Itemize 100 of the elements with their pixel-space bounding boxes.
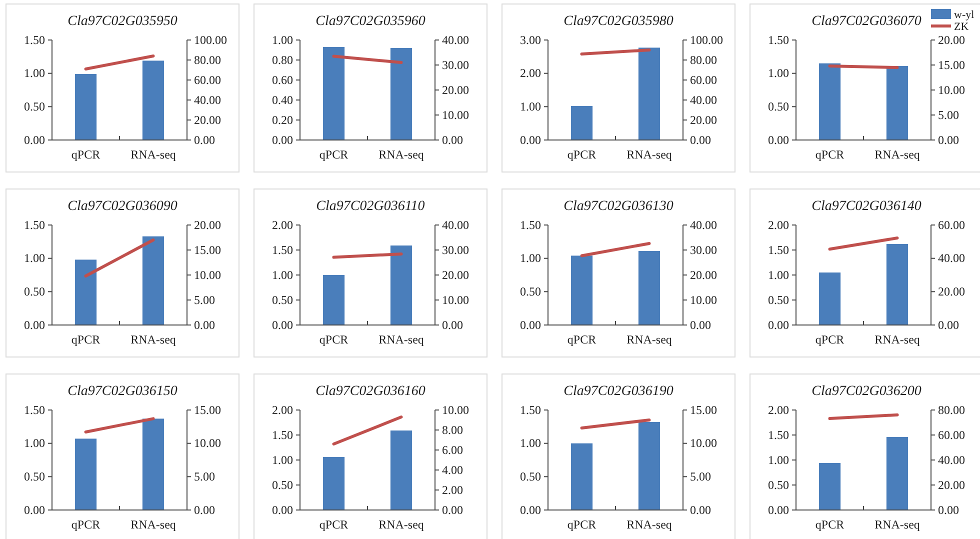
y-tick-label: 2.00 [272,402,293,417]
y2-tick-label: 15.00 [194,242,221,257]
y-tick-label: 0.60 [272,72,293,87]
y-tick-label: 2.00 [520,66,541,80]
y2-tick-label: 20.00 [194,112,221,127]
x-tick-label: qPCR [567,518,596,532]
y2-tick-label: 80.00 [194,52,221,67]
x-tick-label: qPCR [815,332,844,347]
x-tick-label: RNA-seq [874,148,920,162]
chart-title: Cla97C02G036130 [564,199,674,214]
x-tick-label: RNA-seq [130,518,176,532]
chart-title: Cla97C02G036200 [812,384,922,399]
y-tick-label: 1.00 [272,32,293,47]
y2-tick-label: 40.00 [442,32,469,47]
y2-tick-label: 5.00 [194,470,215,484]
x-tick-label: qPCR [815,518,844,532]
y2-tick-label: 0.00 [690,132,711,147]
chart-title: Cla97C02G036190 [564,384,674,399]
y2-tick-label: 0.00 [938,502,959,517]
y-tick-label: 1.50 [24,32,45,47]
x-tick-label: qPCR [567,332,596,347]
y2-tick-label: 8.00 [442,422,463,437]
y-tick-label: 0.00 [272,132,293,147]
y-tick-label: 0.00 [24,502,45,517]
y2-tick-label: 60.00 [938,218,965,232]
y2-tick-label: 0.00 [442,502,463,517]
y2-tick-label: 60.00 [938,428,965,442]
y2-tick-label: 10.00 [938,82,965,97]
y2-tick-label: 30.00 [690,242,717,257]
chart-title: Cla97C02G036110 [316,199,425,214]
y-tick-label: 0.00 [768,132,789,147]
y2-tick-label: 100.00 [690,32,723,47]
y2-tick-label: 100.00 [194,32,227,47]
y2-tick-label: 80.00 [690,52,717,67]
y-tick-label: 0.40 [272,92,293,107]
y-tick-label: 1.50 [768,428,789,442]
y2-tick-label: 0.00 [690,502,711,517]
y2-tick-label: 20.00 [690,112,717,127]
y-tick-label: 1.00 [520,436,541,450]
x-tick-label: qPCR [71,518,100,532]
y2-tick-label: 0.00 [938,132,959,147]
y2-tick-label: 6.00 [442,442,463,457]
y2-tick-label: 40.00 [442,218,469,232]
x-tick-label: RNA-seq [378,148,424,162]
y-tick-label: 1.00 [520,251,541,266]
y2-tick-label: 0.00 [194,318,215,332]
y-tick-label: 1.00 [768,452,789,467]
y-tick-label: 0.20 [272,112,293,127]
y2-tick-label: 40.00 [690,218,717,232]
y-tick-label: 1.00 [24,66,45,80]
y2-tick-label: 10.00 [194,436,221,450]
chart-title: Cla97C02G036150 [68,384,178,399]
x-tick-label: RNA-seq [626,148,672,162]
y2-tick-label: 40.00 [938,452,965,467]
y2-tick-label: 10.00 [442,108,469,122]
y-tick-label: 0.50 [24,470,45,484]
y2-tick-label: 5.00 [690,470,711,484]
y2-tick-label: 15.00 [690,402,717,417]
y-tick-label: 1.00 [768,268,789,282]
chart-title: Cla97C02G036070 [812,14,922,29]
y-tick-label: 0.50 [24,100,45,114]
y2-tick-label: 10.00 [690,436,717,450]
y2-tick-label: 5.00 [194,292,215,307]
y-tick-label: 1.50 [520,402,541,417]
y-tick-label: 2.00 [272,218,293,232]
y-tick-label: 1.00 [24,251,45,266]
y2-tick-label: 20.00 [938,478,965,492]
y2-tick-label: 20.00 [938,32,965,47]
x-tick-label: qPCR [567,148,596,162]
y2-tick-label: 10.00 [442,292,469,307]
x-tick-label: qPCR [71,332,100,347]
y-tick-label: 1.50 [768,242,789,257]
x-tick-label: RNA-seq [130,148,176,162]
y-tick-label: 0.50 [768,100,789,114]
y2-tick-label: 40.00 [938,251,965,266]
y2-tick-label: 5.00 [938,108,959,122]
y2-tick-label: 10.00 [690,292,717,307]
y-tick-label: 1.50 [24,402,45,417]
y2-tick-label: 0.00 [442,318,463,332]
x-tick-label: qPCR [815,148,844,162]
x-tick-label: RNA-seq [378,332,424,347]
y2-tick-label: 20.00 [194,218,221,232]
y2-tick-label: 40.00 [690,92,717,107]
y2-tick-label: 0.00 [194,502,215,517]
y-tick-label: 0.00 [768,318,789,332]
x-tick-label: RNA-seq [130,332,176,347]
y-tick-label: 0.50 [520,284,541,299]
y2-tick-label: 15.00 [194,402,221,417]
y-tick-label: 0.50 [272,292,293,307]
y-tick-label: 1.00 [24,436,45,450]
y2-tick-label: 0.00 [442,132,463,147]
y2-tick-label: 0.00 [938,318,959,332]
y-tick-label: 1.00 [520,100,541,114]
y-tick-label: 0.00 [520,132,541,147]
y-tick-label: 0.00 [520,318,541,332]
y2-tick-label: 60.00 [690,72,717,87]
chart-title: Cla97C02G036090 [68,199,178,214]
y2-tick-label: 15.00 [938,58,965,72]
y-tick-label: 1.00 [272,452,293,467]
y-tick-label: 0.00 [272,318,293,332]
